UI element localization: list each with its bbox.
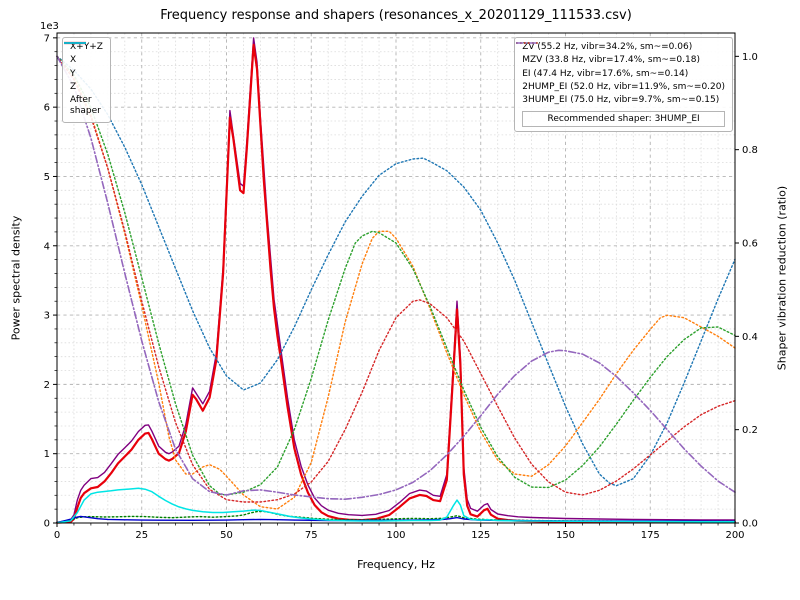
svg-text:175: 175 bbox=[641, 530, 660, 541]
y-axis-left-ticks: 0 1 2 3 4 5 6 7 bbox=[44, 33, 57, 530]
legend-label: ZV (55.2 Hz, vibr=34.2%, sm~=0.06) bbox=[522, 42, 693, 52]
legend-label: X+Y+Z bbox=[70, 42, 103, 52]
legend-item-ei: EI (47.4 Hz, vibr=17.6%, sm~=0.14) bbox=[516, 42, 725, 80]
legend-label: 3HUMP_EI (75.0 Hz, vibr=9.7%, sm~=0.15) bbox=[522, 95, 720, 105]
legend-shapers: ZV (55.2 Hz, vibr=34.2%, sm~=0.06) MZV (3… bbox=[514, 37, 733, 133]
svg-text:6: 6 bbox=[44, 103, 50, 114]
y-axis-right-ticks: 0.0 0.2 0.4 0.6 0.8 1.0 bbox=[735, 52, 758, 530]
legend-sample-line bbox=[64, 42, 86, 44]
svg-text:0: 0 bbox=[44, 519, 50, 530]
recommended-shaper-note: Recommended shaper: 3HUMP_EI bbox=[522, 111, 725, 128]
svg-text:125: 125 bbox=[471, 530, 490, 541]
legend-item-after-shaper: After shaper bbox=[64, 42, 103, 118]
legend-item-3hump-ei: 3HUMP_EI (75.0 Hz, vibr=9.7%, sm~=0.15) bbox=[516, 42, 725, 106]
series-mzv bbox=[56, 55, 736, 510]
svg-text:25: 25 bbox=[135, 530, 148, 541]
svg-text:0.2: 0.2 bbox=[742, 425, 758, 436]
series-x bbox=[55, 43, 737, 524]
legend-item-y: Y bbox=[64, 42, 103, 80]
svg-text:50: 50 bbox=[220, 530, 233, 541]
legend-psd: X+Y+Z X Y Z After shaper bbox=[62, 37, 111, 123]
svg-text:3: 3 bbox=[44, 311, 50, 322]
legend-item-mzv: MZV (33.8 Hz, vibr=17.4%, sm~=0.18) bbox=[516, 42, 725, 66]
svg-text:100: 100 bbox=[386, 530, 405, 541]
svg-text:4: 4 bbox=[44, 241, 50, 252]
svg-text:5: 5 bbox=[44, 172, 50, 183]
legend-item-z: Z bbox=[64, 42, 103, 93]
legend-label: 2HUMP_EI (52.0 Hz, vibr=11.9%, sm~=0.20) bbox=[522, 81, 725, 92]
svg-text:0.4: 0.4 bbox=[742, 332, 758, 343]
legend-item-x: X bbox=[64, 41, 103, 66]
series-zv bbox=[56, 55, 736, 487]
svg-text:2: 2 bbox=[44, 380, 50, 391]
svg-text:0.6: 0.6 bbox=[742, 239, 758, 250]
svg-text:0.8: 0.8 bbox=[742, 145, 758, 156]
series-ei bbox=[56, 55, 736, 496]
svg-text:0: 0 bbox=[54, 530, 60, 541]
svg-text:7: 7 bbox=[44, 33, 50, 44]
series-after-shaper bbox=[56, 487, 736, 524]
legend-label: MZV (33.8 Hz, vibr=17.4%, sm~=0.18) bbox=[522, 55, 700, 66]
x-axis-label: Frequency, Hz bbox=[357, 558, 435, 571]
chart-title: Frequency response and shapers (resonanc… bbox=[160, 8, 632, 23]
legend-label: X bbox=[70, 55, 77, 66]
legend-label: After shaper bbox=[70, 95, 101, 117]
svg-text:150: 150 bbox=[556, 530, 575, 541]
series-2hump-ei bbox=[56, 55, 736, 503]
legend-item-2hump-ei: 2HUMP_EI (52.0 Hz, vibr=11.9%, sm~=0.20) bbox=[516, 42, 725, 93]
series-3hump-ei bbox=[56, 55, 736, 501]
y-axis-label-right: Shaper vibration reduction (ratio) bbox=[775, 185, 789, 371]
legend-label: Z bbox=[70, 81, 77, 92]
svg-text:0.0: 0.0 bbox=[742, 519, 758, 530]
legend-label: Y bbox=[70, 68, 76, 79]
svg-text:200: 200 bbox=[725, 530, 744, 541]
svg-text:1: 1 bbox=[44, 449, 50, 460]
legend-sample-line bbox=[516, 42, 539, 44]
series-x-y-z bbox=[56, 37, 736, 523]
y-axis-label-left: Power spectral density bbox=[9, 215, 23, 341]
x-axis-ticks: 0 25 50 75 100 125 150 175 200 bbox=[54, 523, 745, 541]
legend-item-zv: ZV (55.2 Hz, vibr=34.2%, sm~=0.06) bbox=[516, 42, 725, 53]
svg-text:75: 75 bbox=[305, 530, 318, 541]
svg-text:1.0: 1.0 bbox=[742, 52, 758, 63]
y-axis-multiplier: 1e3 bbox=[40, 21, 59, 32]
legend-label: EI (47.4 Hz, vibr=17.6%, sm~=0.14) bbox=[522, 68, 689, 79]
